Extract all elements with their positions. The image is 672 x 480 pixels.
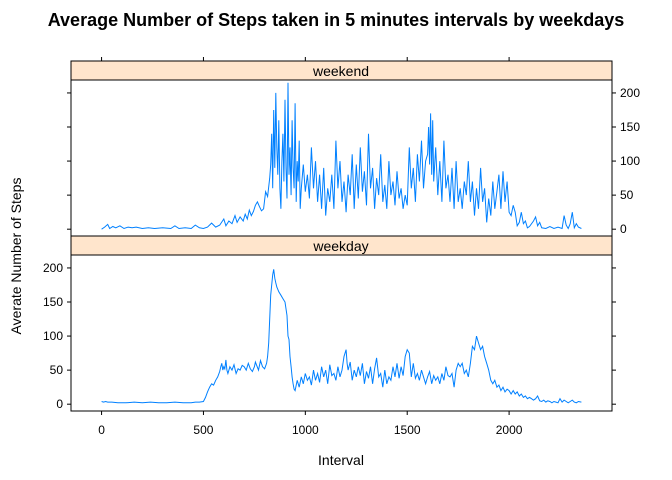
weekend-top-ticks — [101, 57, 510, 61]
strip-label-weekend: weekend — [312, 63, 369, 79]
strip-label-weekday: weekday — [312, 238, 368, 254]
y-tick-label: 0 — [620, 222, 627, 236]
x-tick-label: 500 — [193, 423, 213, 437]
x-tick-label: 1000 — [292, 423, 319, 437]
weekend-y-ticks: 0 50 100 150 200 — [67, 86, 640, 236]
y-tick-label: 200 — [43, 261, 63, 275]
y-tick-label: 50 — [620, 188, 634, 202]
y-tick-label: 0 — [56, 397, 63, 411]
series-line-weekday — [101, 269, 582, 404]
panel-weekend: weekend 0 50 100 150 200 — [67, 57, 640, 237]
panel-frame-weekend — [70, 79, 613, 237]
panel-weekday: weekday 0 50 100 150 200 0 500 1000 1500 2000 — [43, 235, 616, 437]
y-tick-label: 100 — [620, 154, 640, 168]
y-tick-label: 150 — [620, 120, 640, 134]
y-tick-label: 200 — [620, 86, 640, 100]
x-tick-label: 0 — [98, 423, 105, 437]
panel-frame-weekday — [70, 254, 613, 412]
x-tick-label: 2000 — [496, 423, 523, 437]
x-tick-label: 1500 — [394, 423, 421, 437]
weekday-y-ticks: 0 50 100 150 200 — [43, 261, 616, 411]
y-axis-label: Averate Number of Steps — [8, 178, 24, 335]
x-axis-label: Interval — [318, 452, 364, 468]
chart-title: Average Number of Steps taken in 5 minut… — [48, 10, 625, 30]
x-axis-ticks: 0 500 1000 1500 2000 — [98, 411, 523, 437]
y-tick-label: 150 — [43, 295, 63, 309]
y-tick-label: 50 — [50, 363, 64, 377]
series-line-weekend — [101, 82, 582, 230]
y-tick-label: 100 — [43, 329, 63, 343]
